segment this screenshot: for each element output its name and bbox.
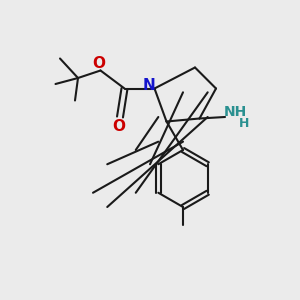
Text: H: H <box>239 117 250 130</box>
Text: N: N <box>143 78 155 93</box>
Text: NH: NH <box>224 105 247 118</box>
Text: O: O <box>92 56 106 70</box>
Text: O: O <box>112 119 125 134</box>
